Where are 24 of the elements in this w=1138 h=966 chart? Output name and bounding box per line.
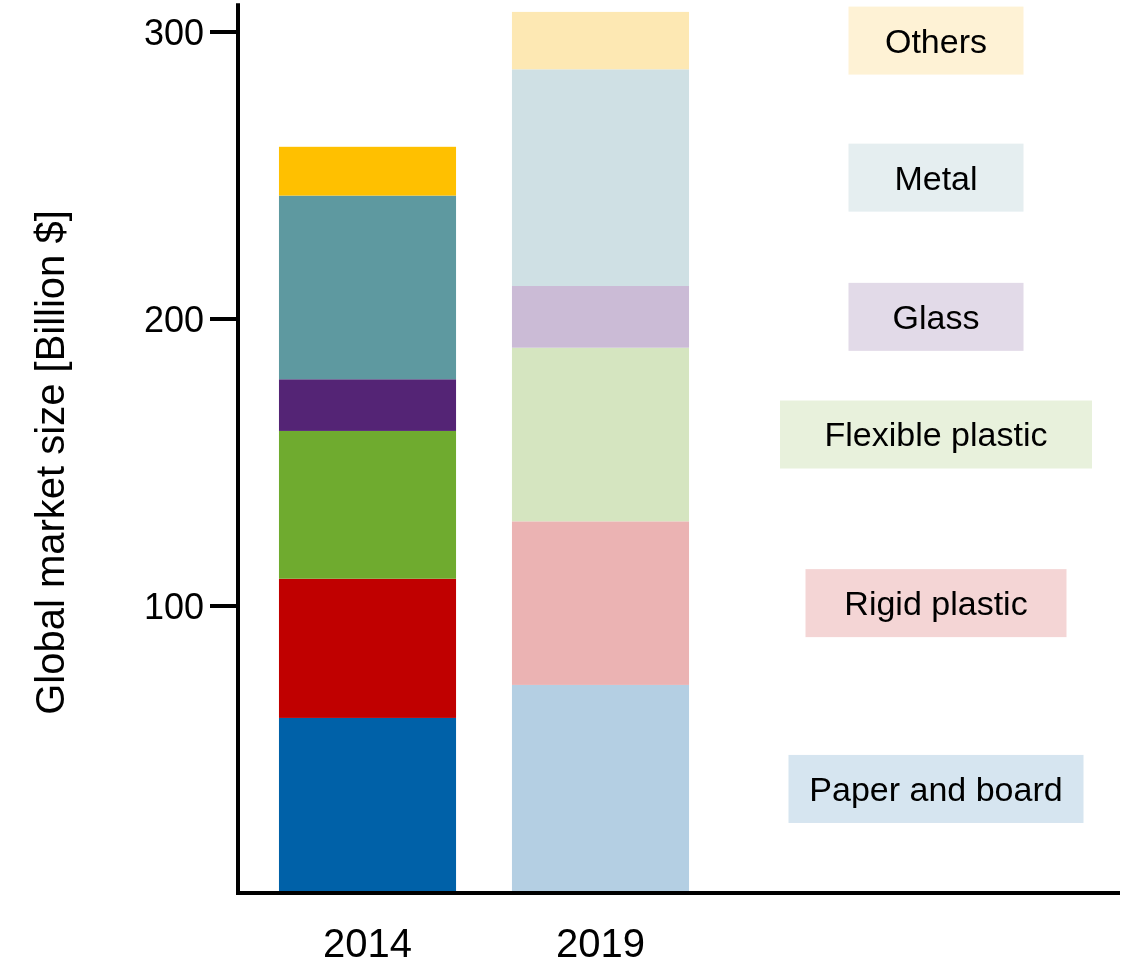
x-tick-label: 2019 — [556, 921, 645, 965]
text: Others — [884, 21, 988, 60]
bar — [511, 69, 690, 286]
bar — [511, 684, 690, 893]
bar — [511, 521, 690, 685]
text: Glass — [892, 297, 980, 336]
y-tick-label: 300 — [143, 11, 204, 53]
bar — [278, 578, 457, 718]
text: Paper and board — [809, 769, 1063, 808]
x-tick-label: 2014 — [323, 921, 412, 965]
bar — [278, 146, 457, 196]
y-tick-label: 200 — [143, 298, 204, 340]
text: Metal — [894, 158, 978, 197]
text: Rigid plastic — [844, 584, 1028, 623]
bar — [278, 717, 457, 893]
text: Flexible plastic — [824, 415, 1048, 454]
bar — [511, 11, 690, 70]
bar — [511, 286, 690, 348]
bar — [278, 195, 457, 380]
bar — [511, 347, 690, 522]
bar — [278, 430, 457, 579]
bar — [278, 379, 457, 431]
y-tick-label: 100 — [143, 585, 204, 627]
y-axis-title: Global market size [Billion $] — [28, 210, 72, 715]
